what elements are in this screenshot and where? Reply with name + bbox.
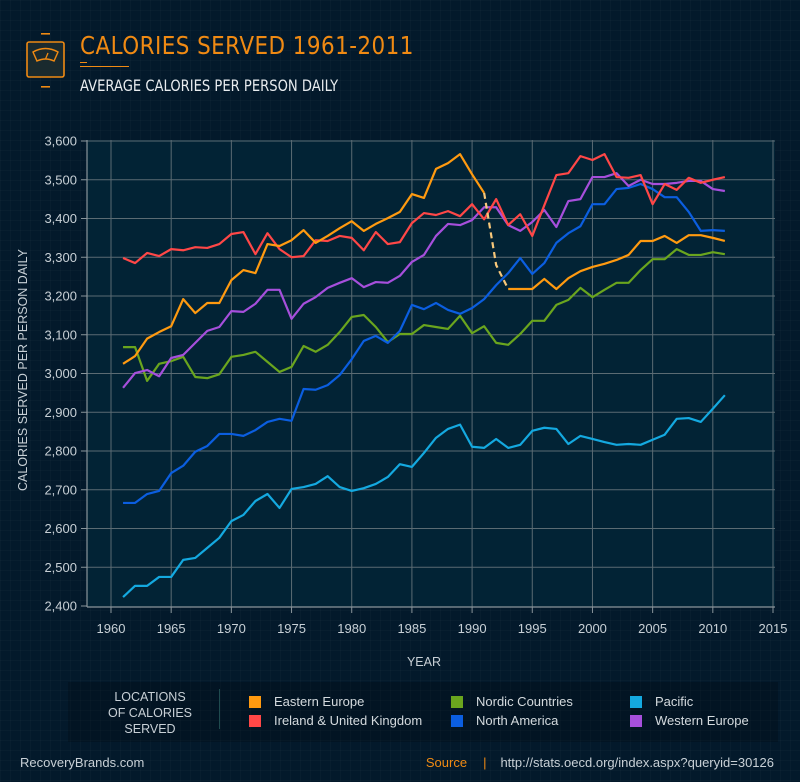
source-label: Source — [425, 755, 468, 770]
series-line-ireland-united-kingdom — [122, 153, 726, 265]
title-divider — [80, 66, 129, 67]
x-tick-label: 1960 — [97, 621, 126, 636]
y-tick-label: 2,400 — [44, 599, 77, 614]
y-tick-label: 2,600 — [44, 521, 77, 536]
x-tick-label: 2015 — [759, 621, 788, 636]
y-tick-label: 3,000 — [44, 366, 77, 381]
legend-item-north-america[interactable]: North America — [451, 713, 558, 728]
y-axis-label: CALORIES SERVED PER PERSON DAILY — [16, 248, 30, 491]
x-tick-label: 1985 — [397, 621, 426, 636]
series-line-western-europe — [122, 172, 726, 389]
legend-label: North America — [476, 713, 559, 728]
legend-swatch — [451, 695, 463, 708]
source-separator: | — [483, 755, 487, 770]
series-line-north-america — [123, 182, 725, 505]
legend-item-ireland-uk[interactable]: Ireland & United Kingdom — [249, 713, 422, 728]
x-tick-label: 2005 — [638, 621, 667, 636]
x-tick-label: 1995 — [518, 621, 547, 636]
axes: 2,400 2,500 2,600 2,700 2,800 2,900 3,000 3,100… — [44, 134, 787, 637]
x-tick-label: 1970 — [217, 621, 246, 636]
legend-label: Nordic Countries — [476, 694, 573, 709]
source-line: Source | http://stats.oecd.org/index.aspx?… — [426, 755, 774, 770]
legend-label: Eastern Europe — [274, 694, 365, 709]
legend-swatch — [451, 714, 463, 727]
title-divider-dot — [80, 62, 87, 63]
x-tick-label: 1980 — [337, 621, 366, 636]
scale-icon — [26, 33, 65, 88]
y-tick-label: 3,600 — [44, 134, 77, 149]
brand-link[interactable]: RecoveryBrands.com — [20, 755, 145, 770]
y-tick-label: 3,400 — [44, 211, 77, 226]
legend-swatch — [630, 695, 642, 708]
x-tick-label: 1965 — [157, 621, 186, 636]
y-tick-label: 2,500 — [44, 560, 77, 575]
chart-title: CALORIES SERVED 1961-2011 — [80, 31, 414, 60]
series-line-eastern-europe — [122, 153, 486, 365]
legend-label: Ireland & United Kingdom — [274, 713, 423, 728]
legend-label: Pacific — [655, 694, 694, 709]
legend — [68, 682, 778, 742]
y-tick-label: 2,900 — [44, 405, 77, 420]
legend-divider — [219, 689, 220, 729]
legend-item-nordic-countries[interactable]: Nordic Countries — [451, 694, 573, 709]
y-tick-label: 2,700 — [44, 482, 77, 497]
chart-subtitle: AVERAGE CALORIES PER PERSON DAILY — [80, 76, 339, 95]
x-tick-label: 2000 — [578, 621, 607, 636]
legend-swatch — [249, 695, 261, 708]
legend-label: Western Europe — [655, 713, 749, 728]
x-axis-label: YEAR — [407, 655, 441, 669]
y-tick-label: 3,100 — [44, 327, 77, 342]
legend-swatch — [630, 714, 642, 727]
legend-item-western-europe[interactable]: Western Europe — [630, 713, 749, 728]
series-gap-eastern-europe — [483, 192, 510, 290]
legend-item-pacific[interactable]: Pacific — [630, 694, 693, 709]
legend-heading: LOCATIONS OF CALORIES SERVED — [107, 690, 193, 736]
source-url-link[interactable]: http://stats.oecd.org/index.aspx?queryid… — [500, 755, 774, 770]
legend-swatch — [249, 714, 261, 727]
series-line-eastern-europe — [508, 234, 726, 291]
y-tick-label: 3,300 — [44, 250, 77, 265]
x-tick-label: 2010 — [698, 621, 727, 636]
series-lines — [122, 153, 726, 598]
x-tick-label: 1990 — [458, 621, 487, 636]
y-tick-label: 2,800 — [44, 444, 77, 459]
x-tick-label: 1975 — [277, 621, 306, 636]
line-chart: 2,400 2,500 2,600 2,700 2,800 2,900 3,000 3,100… — [16, 134, 787, 670]
series-line-nordic-countries — [123, 248, 726, 382]
y-tick-label: 3,200 — [44, 289, 77, 304]
series-line-pacific — [122, 394, 726, 598]
legend-item-eastern-europe[interactable]: Eastern Europe — [249, 694, 364, 709]
y-tick-label: 3,500 — [44, 172, 77, 187]
